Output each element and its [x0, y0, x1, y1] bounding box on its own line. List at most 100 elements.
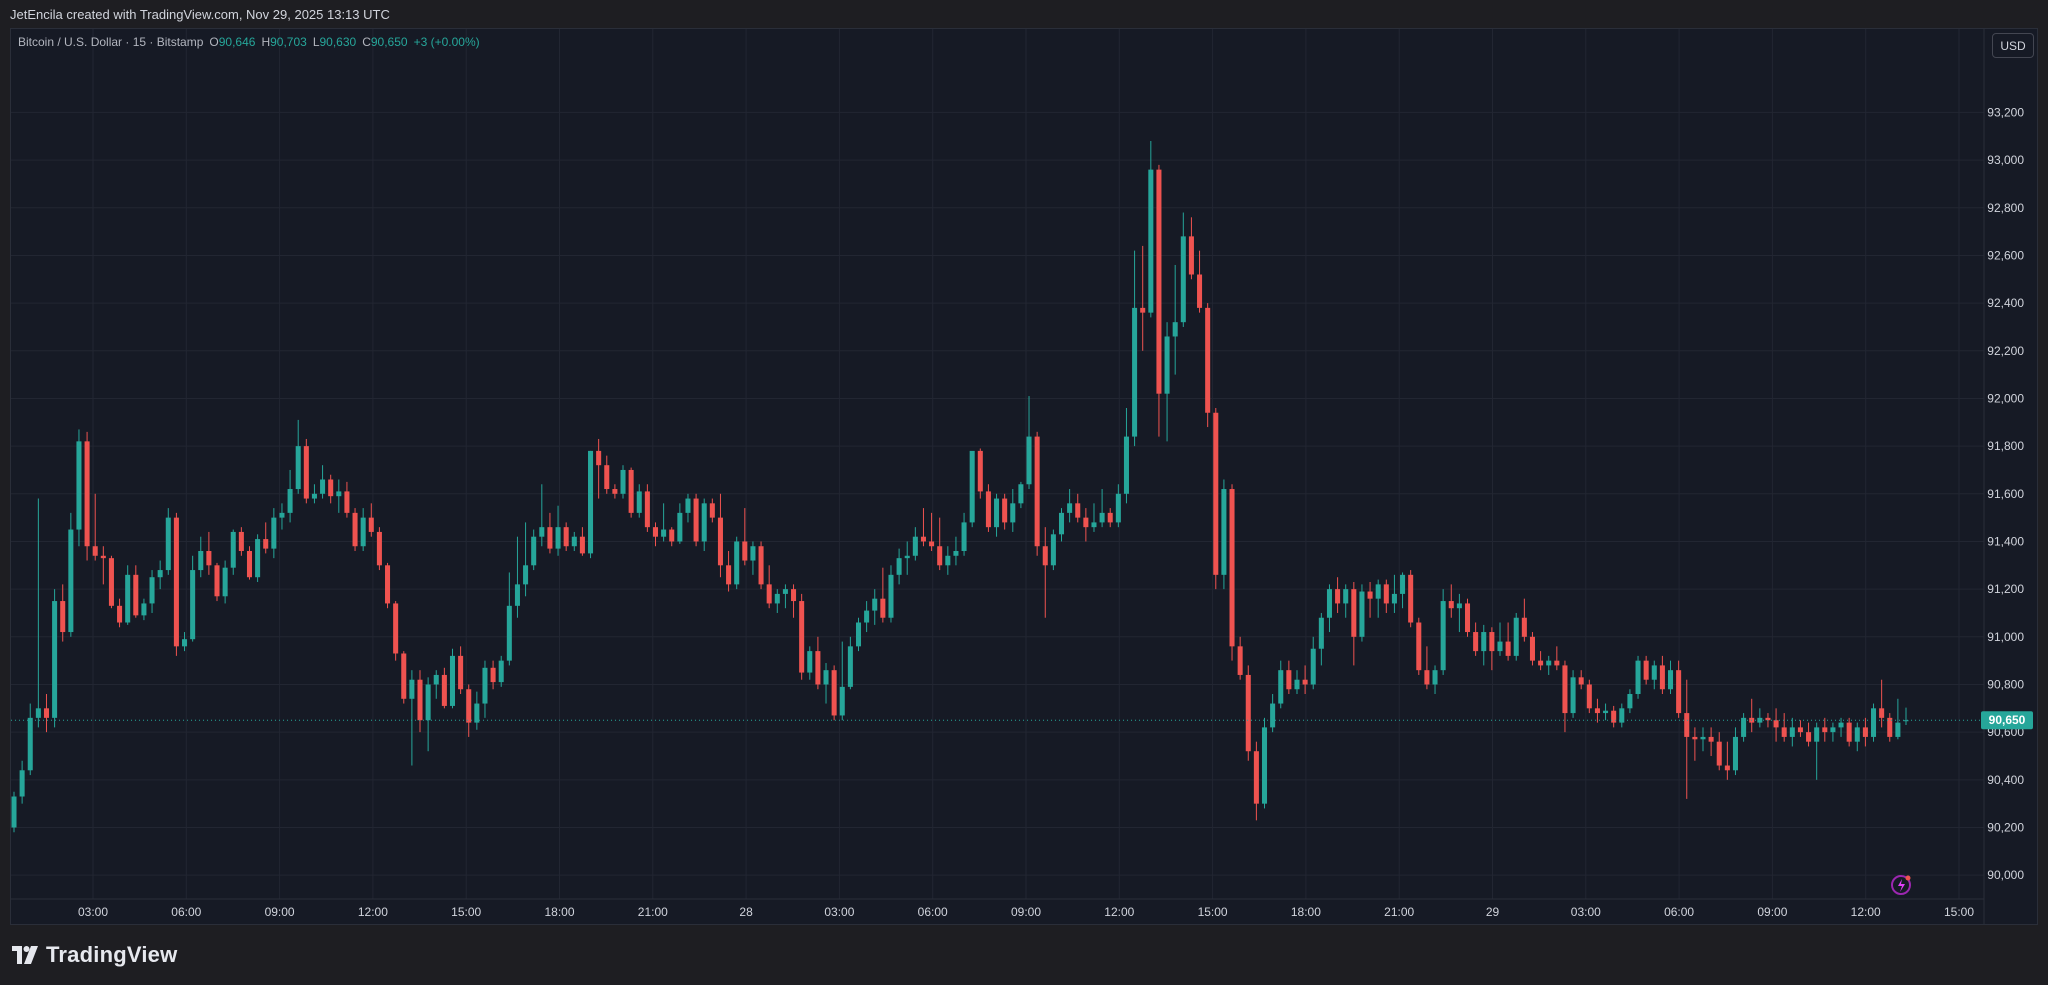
brand-name: TradingView — [46, 942, 178, 967]
candle-body — [579, 536, 585, 554]
candle-body — [1107, 512, 1113, 523]
low-value: 90,630 — [319, 35, 357, 49]
candle-body — [1724, 765, 1730, 771]
candle-body — [726, 565, 732, 585]
candle-body — [531, 536, 537, 566]
candle-body — [1806, 732, 1812, 742]
high-value: 90,703 — [270, 35, 307, 49]
footer-bar: TradingView — [0, 925, 2048, 985]
candle-body — [701, 503, 707, 542]
candle-body — [157, 570, 163, 578]
x-tick-label: 06:00 — [1664, 905, 1694, 919]
candle-body — [766, 584, 772, 604]
candle-body — [1310, 648, 1316, 685]
candle-body — [791, 589, 797, 602]
candle-body — [125, 574, 131, 623]
candle-body — [1716, 741, 1722, 766]
x-tick-label: 12:00 — [358, 905, 388, 919]
currency-label: USD — [2000, 38, 2026, 53]
open-value: 90,646 — [218, 35, 256, 49]
candle-body — [1667, 670, 1674, 690]
candle-body — [1895, 722, 1901, 737]
candle-body — [1497, 641, 1503, 652]
replay-icon[interactable] — [1891, 875, 1911, 895]
candle-body — [1375, 584, 1381, 599]
candle-body — [1505, 641, 1511, 656]
candle-body — [929, 541, 935, 547]
candle-body — [1635, 660, 1641, 695]
low-label: L — [312, 35, 320, 49]
candle-body — [1140, 307, 1146, 313]
x-tick-label: 03:00 — [824, 905, 854, 919]
candle-body — [1237, 646, 1243, 675]
candle-body — [1034, 436, 1040, 547]
candle-body — [864, 610, 870, 623]
candle-body — [1067, 503, 1073, 513]
x-tick-label: 09:00 — [1011, 905, 1041, 919]
candle-body — [1270, 703, 1276, 728]
candle-body — [1221, 489, 1227, 575]
candle-body — [1002, 498, 1008, 523]
candle-body — [937, 546, 943, 566]
candle-body — [1619, 708, 1625, 723]
candle-body — [774, 593, 780, 604]
candle-body — [1026, 436, 1032, 485]
y-tick-label: 91,800 — [1987, 439, 2024, 453]
candle-body — [490, 667, 496, 683]
candle-body — [985, 491, 991, 528]
candle-body — [514, 584, 520, 606]
candle-body — [904, 555, 910, 559]
candle-body — [953, 551, 959, 556]
candle-body — [68, 529, 74, 633]
chart-panel[interactable]: 90,000 90,200 90,400 90,600 90,800 91,000 91,2… — [10, 28, 2038, 925]
candle-body — [1481, 632, 1487, 652]
candle-body — [758, 546, 764, 585]
tradingview-brand[interactable]: TradingView — [12, 942, 177, 968]
candle-body — [596, 450, 602, 466]
candle-body — [1538, 660, 1544, 666]
x-tick-label: 21:00 — [638, 905, 668, 919]
candle-body — [287, 489, 293, 513]
candle-body — [222, 567, 228, 597]
candle-body — [1148, 169, 1154, 313]
x-tick-label: 18:00 — [1291, 905, 1321, 919]
candle-body — [1010, 503, 1016, 523]
candle-body — [190, 570, 196, 640]
candle-body — [799, 601, 805, 673]
candle-body — [588, 450, 594, 554]
candle-body — [279, 512, 285, 518]
candle-body — [1765, 717, 1771, 721]
candle-body — [855, 622, 862, 647]
candle-body — [1676, 670, 1682, 714]
candle-body — [1554, 660, 1560, 666]
candle-body — [1424, 670, 1430, 685]
candle-body — [1830, 727, 1836, 733]
open-label: O — [209, 35, 219, 49]
candle-body — [76, 441, 82, 530]
candle-body — [896, 558, 902, 575]
candle-body — [474, 703, 480, 723]
candle-body — [815, 651, 821, 685]
candle-body — [1302, 679, 1308, 685]
candle-body — [977, 450, 983, 492]
candle-body — [563, 527, 569, 547]
candle-body — [1164, 336, 1170, 394]
candle-body — [433, 674, 439, 685]
candle-body — [238, 531, 244, 551]
candle-body — [27, 717, 33, 771]
candle-body — [872, 598, 878, 611]
candle-body — [506, 605, 512, 661]
y-tick-label: 92,600 — [1987, 248, 2024, 262]
symbol-name[interactable]: Bitcoin / U.S. Dollar · 15 · Bitstamp — [18, 35, 204, 49]
candle-body — [360, 517, 366, 547]
candle-body — [458, 655, 464, 690]
candle-body — [1651, 665, 1657, 680]
x-tick-label: 03:00 — [1571, 905, 1601, 919]
candle-body — [1846, 722, 1852, 742]
x-tick-label: 28 — [739, 905, 753, 919]
candle-body — [482, 667, 488, 704]
candle-body — [1659, 665, 1665, 690]
candle-body — [320, 479, 326, 494]
price-chart[interactable]: 90,00090,20090,40090,60090,80091,00091,2… — [11, 29, 2037, 924]
currency-button[interactable]: USD — [1992, 33, 2034, 58]
